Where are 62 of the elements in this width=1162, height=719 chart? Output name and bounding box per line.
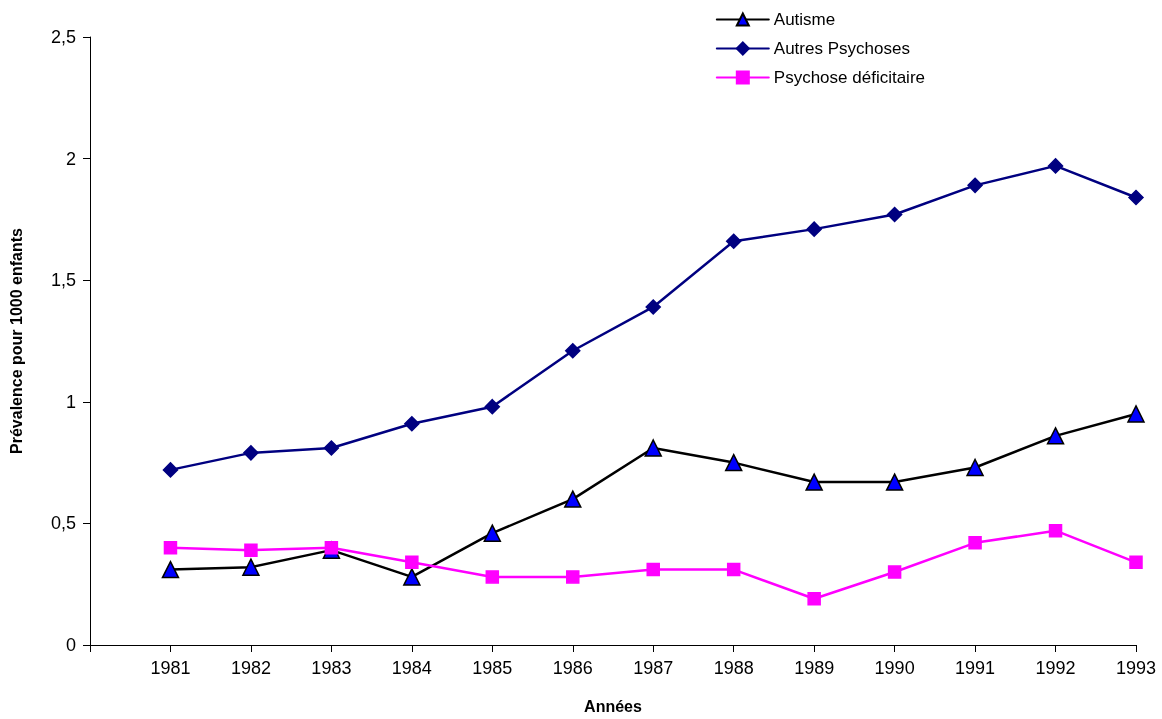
point [485,570,500,584]
x-tick-label: 1983 [311,658,352,678]
point [1047,158,1064,174]
point [1048,523,1063,538]
legend-label: Autisme [773,10,836,29]
point [887,565,902,579]
point [726,562,741,577]
point [484,398,501,415]
x-axis-title: Années [584,697,642,715]
y-tick-label: 1 [65,391,76,412]
x-tick-label: 1987 [633,658,674,678]
point [324,540,339,555]
y-tick-label: 2 [65,148,76,169]
x-tick-label: 1982 [230,658,271,678]
point [403,568,421,586]
y-tick-label: 1,5 [50,270,76,291]
point [885,473,904,491]
point [566,570,580,584]
point [483,524,502,542]
point [807,592,821,606]
point [404,415,420,432]
point [162,462,179,478]
point [644,439,662,457]
point [966,458,984,477]
point [725,233,742,250]
point [646,562,660,577]
x-tick-label: 1993 [1115,658,1157,678]
point [242,558,260,576]
point [1129,555,1143,570]
point [724,453,743,472]
point [968,536,982,550]
x-tick-label: 1992 [1035,658,1076,678]
point [1046,427,1065,445]
x-tick-label: 1988 [713,658,754,678]
point [805,473,823,491]
y-tick-label: 0,5 [50,513,76,534]
y-axis-title: Prévalence pour 1000 enfants [7,227,25,454]
x-tick-label: 1984 [391,658,432,678]
x-tick-label: 1981 [150,658,191,678]
point [1127,405,1145,423]
point [244,543,258,557]
legend-label: Autres Psychoses [773,39,910,58]
point [405,555,419,570]
point [645,299,661,315]
x-tick-label: 1989 [794,658,835,678]
y-tick-label: 0 [65,635,76,655]
legend-label: Psychose déficitaire [773,68,926,87]
point [323,440,340,456]
point [1128,189,1144,206]
point [564,490,582,508]
point [565,342,581,359]
point [161,560,180,579]
point [243,445,259,461]
x-tick-label: 1985 [472,658,513,678]
x-tick-label: 1990 [874,658,915,678]
point [163,540,178,555]
x-tick-label: 1986 [552,658,593,678]
y-tick-label: 2,5 [50,27,76,47]
point [806,221,822,237]
point [886,206,903,223]
x-tick-label: 1991 [955,658,996,678]
point [967,177,983,194]
